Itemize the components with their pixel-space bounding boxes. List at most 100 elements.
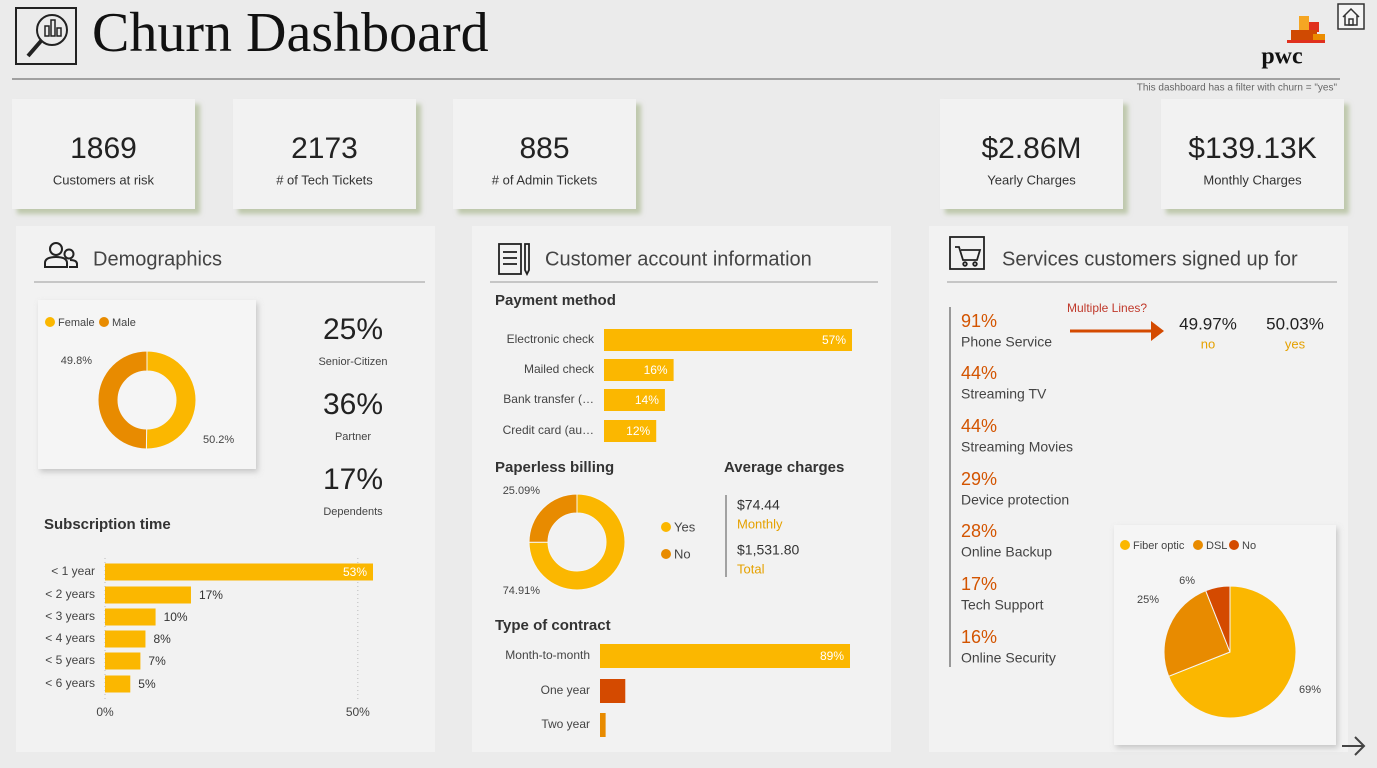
slice-label: 69%: [1299, 684, 1321, 696]
slice: [145, 350, 197, 450]
legend-label: Male: [112, 317, 136, 329]
legend-dot: [1120, 540, 1130, 550]
value-label: 14%: [635, 393, 659, 407]
service-label: Phone Service: [961, 334, 1052, 350]
legend-label: DSL: [1206, 540, 1227, 552]
stat-value: 36%: [323, 388, 383, 421]
value-label: 16%: [644, 363, 668, 377]
bar: [105, 675, 131, 693]
category-label: Electronic check: [507, 332, 595, 346]
legend-label: No: [674, 546, 691, 561]
home-button[interactable]: [1337, 3, 1365, 30]
service-value: 28%: [961, 521, 997, 541]
category-label: < 5 years: [45, 653, 95, 667]
kpi-card: [940, 99, 1123, 209]
legend-dot: [45, 317, 55, 327]
legend-dot: [1229, 540, 1239, 550]
service-value: 16%: [961, 627, 997, 647]
kpi-label: Customers at risk: [53, 172, 155, 187]
chart-title: Type of contract: [495, 617, 611, 634]
value-label: 53%: [343, 565, 367, 579]
value-label: 12%: [626, 424, 650, 438]
legend-dot: [1193, 540, 1203, 550]
section-title: Average charges: [724, 459, 844, 476]
service-value: 29%: [961, 469, 997, 489]
bar: [600, 679, 626, 703]
service-label: Streaming Movies: [961, 439, 1073, 455]
bar: [604, 420, 657, 442]
logo: pwc: [1261, 44, 1303, 70]
slice: [528, 493, 626, 591]
slice: [97, 350, 148, 450]
bar: [604, 359, 674, 381]
category-label: < 1 year: [51, 564, 95, 578]
charge-label: Monthly: [737, 516, 783, 531]
kpi-value: $139.13K: [1188, 132, 1316, 165]
value-label: 5%: [138, 677, 156, 691]
chart-title: Subscription time: [44, 516, 171, 533]
split-label: no: [1201, 336, 1215, 351]
kpi-value: 2173: [291, 132, 358, 165]
service-value: 91%: [961, 311, 997, 331]
kpi-row: 1869 Customers at risk 2173 # of Tech Ticke…: [12, 99, 1344, 209]
bar: [105, 608, 156, 626]
panel-title: Demographics: [93, 248, 222, 270]
category-label: Month-to-month: [505, 648, 590, 662]
category-label: < 2 years: [45, 587, 95, 601]
kpi-card: [453, 99, 636, 209]
legend-label: No: [1242, 540, 1256, 552]
service-value: 17%: [961, 574, 997, 594]
legend-dot: [99, 317, 109, 327]
slice-label: 49.8%: [61, 355, 92, 367]
service-label: Online Backup: [961, 544, 1052, 560]
slice: [1205, 585, 1231, 653]
kpi-value: 1869: [70, 132, 137, 165]
kpi-label: # of Tech Tickets: [276, 172, 373, 187]
legend-label: Female: [58, 317, 95, 329]
value-label: 10%: [164, 610, 188, 624]
stat-label: Partner: [335, 431, 371, 443]
x-tick-label: 50%: [346, 705, 370, 719]
category-label: < 4 years: [45, 631, 95, 645]
filter-note: This dashboard has a filter with churn =…: [1137, 83, 1338, 94]
charge-value: $74.44: [737, 497, 780, 513]
kpi-value: 885: [519, 132, 569, 165]
cart-icon: [949, 236, 985, 270]
split-value: 50.03%: [1266, 314, 1324, 333]
value-label: 17%: [199, 588, 223, 602]
category-label: Mailed check: [524, 362, 595, 376]
next-page-button[interactable]: [1342, 736, 1366, 756]
legend-label: Yes: [674, 519, 696, 534]
service-value: 44%: [961, 416, 997, 436]
slice-label: 74.91%: [503, 585, 541, 597]
kpi-card: [1161, 99, 1344, 209]
chart-title: Paperless billing: [495, 459, 614, 476]
bar: [600, 644, 850, 668]
callout-arrow: [1070, 321, 1164, 341]
category-label: < 3 years: [45, 609, 95, 623]
kpi-label: Monthly Charges: [1203, 172, 1302, 187]
split-value: 49.97%: [1179, 314, 1237, 333]
kpi-card: [12, 99, 195, 209]
category-label: < 6 years: [45, 676, 95, 690]
slice: [1167, 585, 1297, 719]
bar: [600, 713, 606, 737]
x-tick-label: 0%: [96, 705, 114, 719]
bar: [105, 630, 146, 648]
kpi-label: Yearly Charges: [987, 172, 1076, 187]
slice-label: 50.2%: [203, 434, 234, 446]
bar: [105, 652, 141, 670]
service-label: Online Security: [961, 650, 1056, 666]
document-icon: [498, 243, 530, 277]
service-label: Tech Support: [961, 597, 1044, 613]
legend-dot: [661, 522, 671, 532]
stat-label: Dependents: [323, 506, 383, 518]
kpi-card: [233, 99, 416, 209]
people-icon: [44, 242, 78, 268]
charge-label: Total: [737, 561, 765, 576]
service-value: 44%: [961, 363, 997, 383]
chart-title: Payment method: [495, 292, 616, 309]
slice: [528, 493, 578, 543]
slice-label: 25%: [1137, 594, 1159, 606]
bar: [604, 329, 852, 351]
